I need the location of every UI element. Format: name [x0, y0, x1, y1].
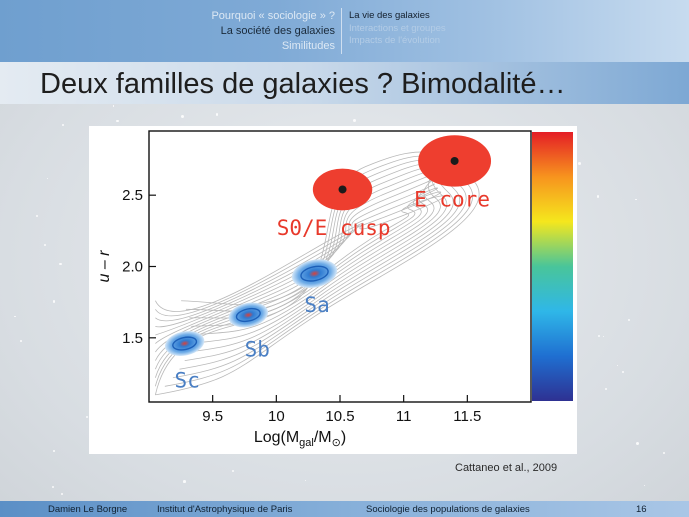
star	[644, 485, 646, 487]
nav-right-item-3[interactable]: Impacts de l'évolution	[349, 35, 441, 46]
star	[635, 442, 639, 446]
x-tick-label: 10.5	[325, 408, 354, 425]
star	[85, 415, 88, 418]
star	[635, 198, 637, 200]
star	[231, 469, 235, 473]
star	[115, 119, 119, 123]
star	[59, 263, 62, 266]
star	[621, 370, 624, 373]
slide-title: Deux familles de galaxies ? Bimodalité…	[40, 68, 566, 100]
y-tick-label: 1.5	[122, 330, 143, 347]
star	[627, 318, 631, 322]
x-tick-label: 10	[268, 408, 285, 425]
y-tick-label: 2.0	[122, 259, 143, 276]
star	[602, 336, 605, 338]
galaxy-type-label: Sa	[304, 293, 329, 317]
star	[43, 244, 47, 247]
colorbar	[532, 132, 573, 401]
y-tick-label: 2.5	[122, 187, 143, 204]
nav-left-item-1[interactable]: Pourquoi « sociologie » ?	[211, 10, 335, 22]
x-axis-label: Log(Mgal/M⊙)	[254, 429, 346, 449]
x-tick-label: 11.5	[453, 408, 481, 425]
footer-band	[0, 501, 689, 517]
header-band	[0, 0, 689, 62]
x-tick-label: 11	[396, 408, 412, 425]
section-nav-left: Pourquoi « sociologie » ? La société des …	[211, 9, 335, 54]
spiral-galaxy	[291, 259, 338, 288]
spiral-galaxy	[228, 302, 269, 328]
star	[46, 178, 49, 180]
elliptical-galaxy	[418, 135, 492, 187]
star	[304, 479, 306, 481]
title-bar	[0, 62, 689, 104]
star	[52, 300, 55, 303]
star	[598, 335, 601, 338]
footer-page-number: 16	[636, 504, 647, 515]
star	[216, 113, 219, 116]
bimodality-figure: 9.5 10 10.5 11 11.5 1.5 2.0 2.5 Log(Mgal/M⊙) u – …	[89, 126, 577, 454]
elliptical-galaxy	[312, 168, 373, 211]
star	[181, 114, 185, 118]
star	[52, 450, 55, 453]
citation: Cattaneo et al., 2009	[455, 462, 558, 474]
star	[35, 214, 38, 217]
star	[352, 118, 357, 122]
star	[20, 340, 22, 342]
footer-author: Damien Le Borgne	[48, 504, 128, 515]
star	[596, 195, 599, 198]
color-mass-chart: 9.5 10 10.5 11 11.5 1.5 2.0 2.5 Log(Mgal/M⊙) u – …	[96, 130, 573, 449]
spiral-galaxy	[164, 331, 205, 356]
nav-right-item-2[interactable]: Interactions et groupes	[349, 22, 446, 34]
galaxy-type-label: Sb	[245, 337, 270, 361]
footer-institute: Institut d'Astrophysique de Paris	[157, 504, 293, 515]
star	[14, 315, 16, 317]
star	[61, 123, 64, 126]
footer-course: Sociologie des populations de galaxies	[366, 504, 530, 515]
header-divider	[341, 8, 342, 54]
nav-right-item-1[interactable]: La vie des galaxies	[349, 10, 430, 21]
star	[605, 387, 608, 390]
section-nav-right: La vie des galaxies Interactions et group…	[349, 10, 446, 48]
x-tick-label: 9.5	[202, 408, 223, 425]
y-axis-label: u – r	[96, 250, 113, 283]
star	[112, 105, 115, 107]
galaxy-type-label: Sc	[175, 369, 200, 393]
star	[51, 486, 54, 489]
galaxy-type-label: E core	[414, 188, 490, 212]
star	[616, 364, 618, 366]
star	[182, 479, 186, 483]
galaxy-type-label: S0/E cusp	[277, 216, 391, 240]
star	[663, 452, 666, 455]
nav-left-item-3[interactable]: Similitudes	[281, 40, 335, 52]
star	[578, 162, 582, 165]
star	[61, 493, 64, 496]
nav-left-item-2[interactable]: La société des galaxies	[220, 25, 335, 37]
